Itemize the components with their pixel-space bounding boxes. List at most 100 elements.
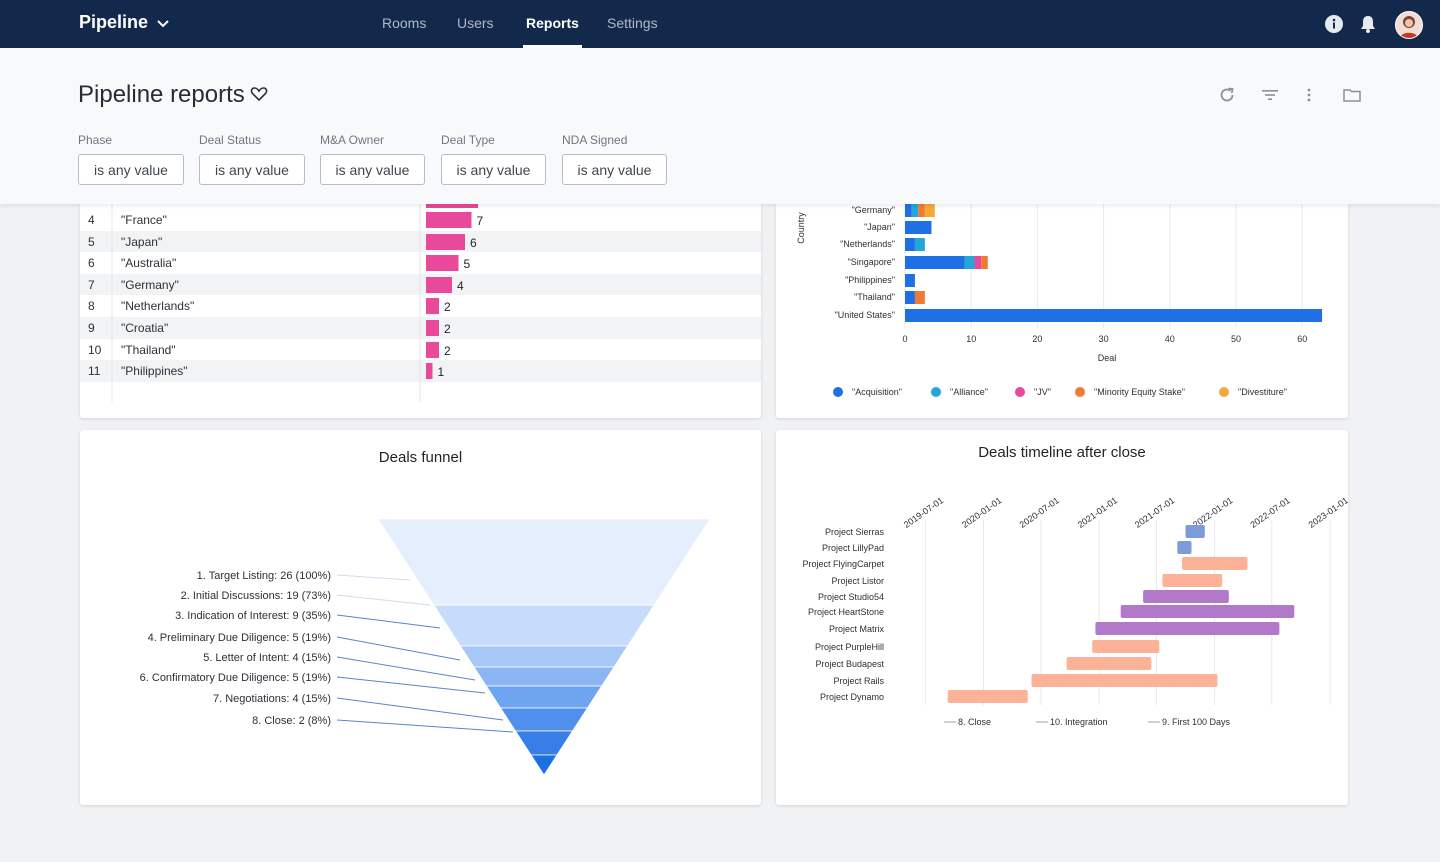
legend-label: "Alliance" bbox=[950, 387, 988, 397]
funnel-stage bbox=[433, 604, 655, 647]
funnel-leader-line bbox=[336, 574, 411, 581]
filter-nda-signed-button[interactable]: is any value bbox=[562, 154, 667, 185]
timeline-task-label: Project Sierras bbox=[825, 527, 885, 537]
nav-link-settings[interactable]: Settings bbox=[607, 15, 658, 31]
table-row-count: 4 bbox=[457, 279, 464, 293]
funnel-stage bbox=[530, 754, 558, 776]
funnel-leader-line bbox=[336, 594, 431, 606]
timeline-tick-label: 2020-01-01 bbox=[960, 495, 1003, 530]
x-tick-label: 60 bbox=[1297, 334, 1307, 344]
report-header: Pipeline reports Phase Deal Status M&A O… bbox=[0, 48, 1440, 204]
info-icon[interactable] bbox=[1322, 12, 1346, 36]
stacked-bar-segment bbox=[974, 256, 982, 269]
table-row-count: 2 bbox=[444, 322, 451, 336]
funnel-leader-line bbox=[336, 676, 486, 694]
timeline-tick-label: 2023-01-01 bbox=[1307, 495, 1348, 530]
funnel-leader-line bbox=[336, 697, 504, 721]
nav-link-rooms[interactable]: Rooms bbox=[382, 15, 427, 31]
filter-ma-owner-button[interactable]: is any value bbox=[320, 154, 425, 185]
x-tick-label: 0 bbox=[902, 334, 907, 344]
legend-swatch bbox=[1075, 387, 1085, 397]
legend-swatch bbox=[833, 387, 843, 397]
funnel-stage-label: 8. Close: 2 (8%) bbox=[252, 715, 331, 727]
timeline-task-label: Project FlyingCarpet bbox=[802, 559, 884, 569]
timeline-task-label: Project LillyPad bbox=[822, 543, 884, 553]
table-row-bar bbox=[426, 298, 439, 314]
heart-icon[interactable] bbox=[250, 86, 268, 107]
funnel-stage-label: 7. Negotiations: 4 (15%) bbox=[213, 693, 331, 705]
funnel-stage bbox=[473, 666, 615, 687]
table-row-count: 1 bbox=[438, 365, 445, 379]
filter-deal-status-button[interactable]: is any value bbox=[199, 154, 305, 185]
y-tick-label: "Japan" bbox=[864, 222, 895, 232]
stacked-bar-segment bbox=[911, 204, 919, 217]
y-tick-label: "Philippines" bbox=[845, 275, 895, 285]
stacked-bar-segment bbox=[905, 309, 1323, 322]
timeline-task-bar bbox=[1162, 574, 1223, 587]
y-tick-label: "Germany" bbox=[852, 205, 895, 215]
table-row-count: 7 bbox=[477, 214, 484, 228]
y-axis-label: Country bbox=[796, 212, 806, 244]
table-row-count: 2 bbox=[444, 300, 451, 314]
timeline-task-bar bbox=[1120, 605, 1295, 618]
funnel-stage-label: 2. Initial Discussions: 19 (73%) bbox=[181, 590, 331, 602]
brand-name: Pipeline bbox=[79, 12, 149, 32]
nav-link-users[interactable]: Users bbox=[457, 15, 494, 31]
table-row-count: 6 bbox=[470, 236, 477, 250]
table-row-rank: 9 bbox=[88, 321, 95, 335]
timeline-tick-label: 2019-07-01 bbox=[902, 495, 945, 530]
funnel-leader-line bbox=[336, 636, 461, 661]
table-row-country: "Philippines" bbox=[121, 364, 188, 378]
funnel-stage bbox=[499, 707, 589, 732]
legend-label: "JV" bbox=[1034, 387, 1051, 397]
deals-by-country-table-card: 4 "France" 7 5 "Japan" 6 6 "Australia" 5 7 "German… bbox=[80, 180, 761, 418]
funnel-leader-line bbox=[336, 656, 476, 681]
refresh-icon[interactable] bbox=[1217, 85, 1237, 105]
brand-menu[interactable]: Pipeline bbox=[79, 12, 170, 33]
filter-label-phase: Phase bbox=[78, 133, 113, 147]
legend-label: "Minority Equity Stake" bbox=[1094, 387, 1185, 397]
x-tick-label: 20 bbox=[1032, 334, 1042, 344]
folder-icon[interactable] bbox=[1342, 85, 1362, 105]
timeline-tick-label: 2021-01-01 bbox=[1076, 495, 1119, 530]
table-row-bar bbox=[426, 234, 465, 250]
deals-timeline-chart: 2019-07-01 2020-01-01 2020-07-01 2021-01-01… bbox=[802, 495, 1348, 727]
filter-deal-type-button[interactable]: is any value bbox=[441, 154, 546, 185]
user-avatar[interactable] bbox=[1395, 11, 1423, 39]
legend-swatch bbox=[1015, 387, 1025, 397]
filter-icon[interactable] bbox=[1260, 85, 1280, 105]
timeline-task-bar bbox=[1182, 557, 1248, 570]
deal-type-by-country-card: 0 10 20 30 40 50 60 "Germany" "Japan" "Netherland… bbox=[776, 180, 1348, 418]
legend-label: "Divestiture" bbox=[1238, 387, 1287, 397]
filter-phase-button[interactable]: is any value bbox=[78, 154, 184, 185]
table-row-bar bbox=[426, 342, 439, 358]
y-tick-label: "United States" bbox=[835, 310, 895, 320]
timeline-task-label: Project HeartStone bbox=[808, 607, 884, 617]
x-tick-label: 30 bbox=[1099, 334, 1109, 344]
stacked-bar-segment bbox=[964, 256, 975, 269]
nav-link-reports[interactable]: Reports bbox=[526, 15, 579, 31]
timeline-legend-label: 9. First 100 Days bbox=[1162, 717, 1231, 727]
page-title: Pipeline reports bbox=[78, 81, 245, 108]
top-nav: Pipeline Rooms Users Reports Settings bbox=[0, 0, 1440, 48]
more-vertical-icon[interactable] bbox=[1299, 85, 1319, 105]
table-row-count: 2 bbox=[444, 344, 451, 358]
deals-funnel-card: Deals funnel 1. Target Listing: 26 (100%… bbox=[80, 430, 761, 805]
table-row-count: 5 bbox=[464, 257, 471, 271]
funnel-stage-label: 6. Confirmatory Due Diligence: 5 (19%) bbox=[140, 672, 331, 684]
funnel-title: Deals funnel bbox=[378, 449, 463, 466]
filter-label-deal-type: Deal Type bbox=[441, 133, 495, 147]
stacked-bar-segment bbox=[905, 256, 965, 269]
table-row-country: "Germany" bbox=[121, 278, 179, 292]
deals-timeline-card: Deals timeline after close 2019-07-01 202… bbox=[776, 430, 1348, 805]
legend-swatch bbox=[1219, 387, 1229, 397]
timeline-task-label: Project Listor bbox=[831, 576, 884, 586]
stacked-bar-segment bbox=[905, 274, 915, 287]
bell-icon[interactable] bbox=[1356, 12, 1380, 36]
stacked-bar-segment bbox=[914, 291, 925, 304]
stacked-bar-segment bbox=[914, 238, 925, 251]
country-table: 4 "France" 7 5 "Japan" 6 6 "Australia" 5 7 "German… bbox=[80, 180, 761, 402]
timeline-task-bar bbox=[1092, 640, 1160, 653]
active-tab-indicator bbox=[523, 45, 582, 48]
legend-label: "Acquisition" bbox=[852, 387, 902, 397]
